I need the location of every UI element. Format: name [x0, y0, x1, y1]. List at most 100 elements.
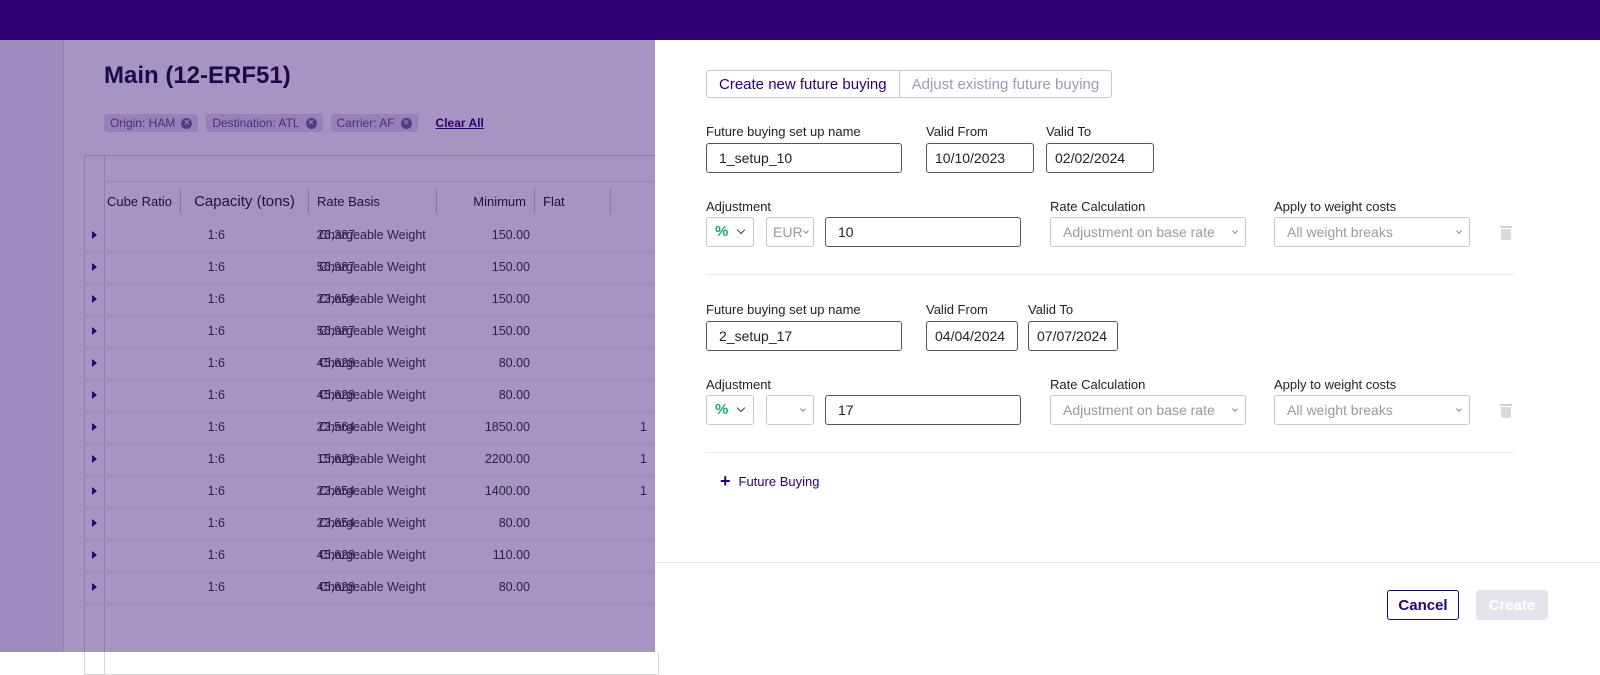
table-row[interactable]: 1:6 15,623 Chargeable Weight 2200.00 1: [85, 444, 660, 476]
close-icon[interactable]: ✕: [400, 117, 412, 129]
trash-icon[interactable]: [1500, 226, 1512, 240]
setup-name-input[interactable]: 2_setup_17: [706, 321, 902, 351]
table-row[interactable]: 1:6 26,387 Chargeable Weight 150.00: [85, 220, 660, 252]
currency-value: EUR: [773, 224, 803, 240]
filter-chip-carrier[interactable]: Carrier: AF ✕: [330, 114, 418, 132]
expand-caret-icon[interactable]: [92, 359, 97, 367]
cell-rate-basis: Chargeable Weight: [319, 548, 426, 562]
top-nav-bar: [0, 0, 1600, 40]
table-row[interactable]: 1:6 56,987 Chargeable Weight 150.00: [85, 316, 660, 348]
expand-caret-icon[interactable]: [92, 519, 97, 527]
add-future-buying-button[interactable]: + Future Buying: [720, 472, 819, 490]
trash-icon[interactable]: [1500, 404, 1512, 418]
filter-chip-destination[interactable]: Destination: ATL ✕: [206, 114, 323, 132]
header-label: Minimum: [473, 193, 526, 209]
table-row[interactable]: 1:6 23,654 Chargeable Weight 1400.00 1: [85, 476, 660, 508]
expand-caret-icon[interactable]: [92, 295, 97, 303]
adjustment-label: Adjustment: [706, 199, 772, 214]
chevron-down-icon: [800, 406, 806, 412]
expand-caret-icon[interactable]: [92, 551, 97, 559]
adjustment-type-select[interactable]: %: [706, 217, 754, 247]
currency-select[interactable]: [766, 395, 814, 425]
cell-rate-basis: Chargeable Weight: [319, 452, 426, 466]
adjustment-amount-input[interactable]: 17: [825, 395, 1021, 425]
rate-calculation-select[interactable]: Adjustment on base rate: [1050, 217, 1246, 247]
weight-costs-label: Apply to weight costs: [1274, 199, 1397, 214]
cell-capacity: 23,654: [316, 484, 355, 498]
section-divider: [706, 452, 1514, 453]
expand-caret-icon[interactable]: [92, 231, 97, 239]
valid-from-input[interactable]: 10/10/2023: [926, 143, 1034, 173]
chevron-down-icon: [1456, 228, 1462, 234]
column-header-minimum[interactable]: Minimum: [437, 188, 535, 214]
cell-cube-ratio: 1:6: [207, 580, 225, 594]
table-row[interactable]: 1:6 23,564 Chargeable Weight 1850.00 1: [85, 412, 660, 444]
weight-costs-select[interactable]: All weight breaks: [1274, 395, 1470, 425]
rates-table: Cube Ratio Capacity (tons) Rate Basis Mi…: [84, 155, 660, 675]
valid-to-label: Valid To: [1046, 124, 1092, 139]
expand-caret-icon[interactable]: [92, 455, 97, 463]
valid-to-input[interactable]: 07/07/2024: [1028, 321, 1118, 351]
close-icon[interactable]: ✕: [181, 117, 193, 129]
filter-chip-origin[interactable]: Origin: HAM ✕: [104, 114, 199, 132]
weight-costs-label: Apply to weight costs: [1274, 377, 1397, 392]
cell-minimum: 80.00: [498, 356, 530, 370]
expand-caret-icon[interactable]: [92, 583, 97, 591]
table-row[interactable]: 1:6 45,628 Chargeable Weight 110.00: [85, 540, 660, 572]
currency-select[interactable]: EUR: [766, 217, 814, 247]
expand-caret-icon[interactable]: [92, 327, 97, 335]
cell-capacity: 56,987: [316, 324, 355, 338]
rate-calculation-select[interactable]: Adjustment on base rate: [1050, 395, 1246, 425]
column-header-cube-ratio[interactable]: Cube Ratio: [105, 188, 181, 214]
table-row[interactable]: 1:6 45,628 Chargeable Weight 80.00: [85, 572, 660, 604]
table-row[interactable]: 1:6 23,654 Chargeable Weight 80.00: [85, 508, 660, 540]
cell-minimum: 80.00: [498, 580, 530, 594]
chip-label: Origin: HAM: [110, 116, 176, 130]
expand-caret-icon[interactable]: [92, 263, 97, 271]
cell-cube-ratio: 1:6: [207, 260, 225, 274]
modal-overlay[interactable]: [0, 40, 655, 652]
clear-all-link[interactable]: Clear All: [435, 116, 484, 130]
cell-capacity: 15,623: [316, 452, 355, 466]
table-row[interactable]: 1:6 23,654 Chargeable Weight 150.00: [85, 284, 660, 316]
column-header-capacity[interactable]: Capacity (tons): [181, 188, 309, 214]
expand-caret-icon[interactable]: [92, 391, 97, 399]
future-buying-drawer: Create new future buying Adjust existing…: [655, 40, 1600, 652]
cell-capacity: 26,387: [316, 228, 355, 242]
chevron-down-icon: [736, 225, 746, 235]
chevron-down-icon: [1456, 406, 1462, 412]
adjustment-amount-input[interactable]: 10: [825, 217, 1021, 247]
cell-capacity: 23,654: [316, 292, 355, 306]
setup-name-label: Future buying set up name: [706, 302, 861, 317]
valid-to-input[interactable]: 02/02/2024: [1046, 143, 1154, 173]
cell-minimum: 150.00: [491, 324, 530, 338]
table-toolbar: [105, 156, 658, 182]
expand-caret-icon[interactable]: [92, 487, 97, 495]
cell-capacity: 45,628: [316, 356, 355, 370]
expand-caret-icon[interactable]: [92, 423, 97, 431]
tab-create-new[interactable]: Create new future buying: [719, 75, 887, 93]
weight-costs-select[interactable]: All weight breaks: [1274, 217, 1470, 247]
cancel-button[interactable]: Cancel: [1387, 590, 1459, 620]
valid-from-input[interactable]: 04/04/2024: [926, 321, 1018, 351]
table-row[interactable]: 1:6 45,628 Chargeable Weight 80.00: [85, 348, 660, 380]
close-icon[interactable]: ✕: [305, 117, 317, 129]
column-header-flat[interactable]: Flat: [535, 188, 611, 214]
cell-cube-ratio: 1:6: [207, 292, 225, 306]
cell-cube-ratio: 1:6: [207, 420, 225, 434]
header-label: Flat: [543, 193, 565, 209]
cell-minimum: 150.00: [491, 292, 530, 306]
table-row[interactable]: 1:6 56,987 Chargeable Weight 150.00: [85, 252, 660, 284]
plus-icon: +: [720, 471, 731, 491]
setup-name-label: Future buying set up name: [706, 124, 861, 139]
tab-adjust-existing[interactable]: Adjust existing future buying: [898, 71, 1112, 97]
create-button[interactable]: Create: [1476, 590, 1548, 620]
cell-rate-basis: Chargeable Weight: [319, 484, 426, 498]
table-row[interactable]: 1:6 45,628 Chargeable Weight 80.00: [85, 380, 660, 412]
column-header-rate-basis[interactable]: Rate Basis: [309, 188, 437, 214]
rate-calculation-value: Adjustment on base rate: [1063, 224, 1215, 240]
valid-from-label: Valid From: [926, 302, 988, 317]
adjustment-type-select[interactable]: %: [706, 395, 754, 425]
setup-name-input[interactable]: 1_setup_10: [706, 143, 902, 173]
cell-capacity: 56,987: [316, 260, 355, 274]
